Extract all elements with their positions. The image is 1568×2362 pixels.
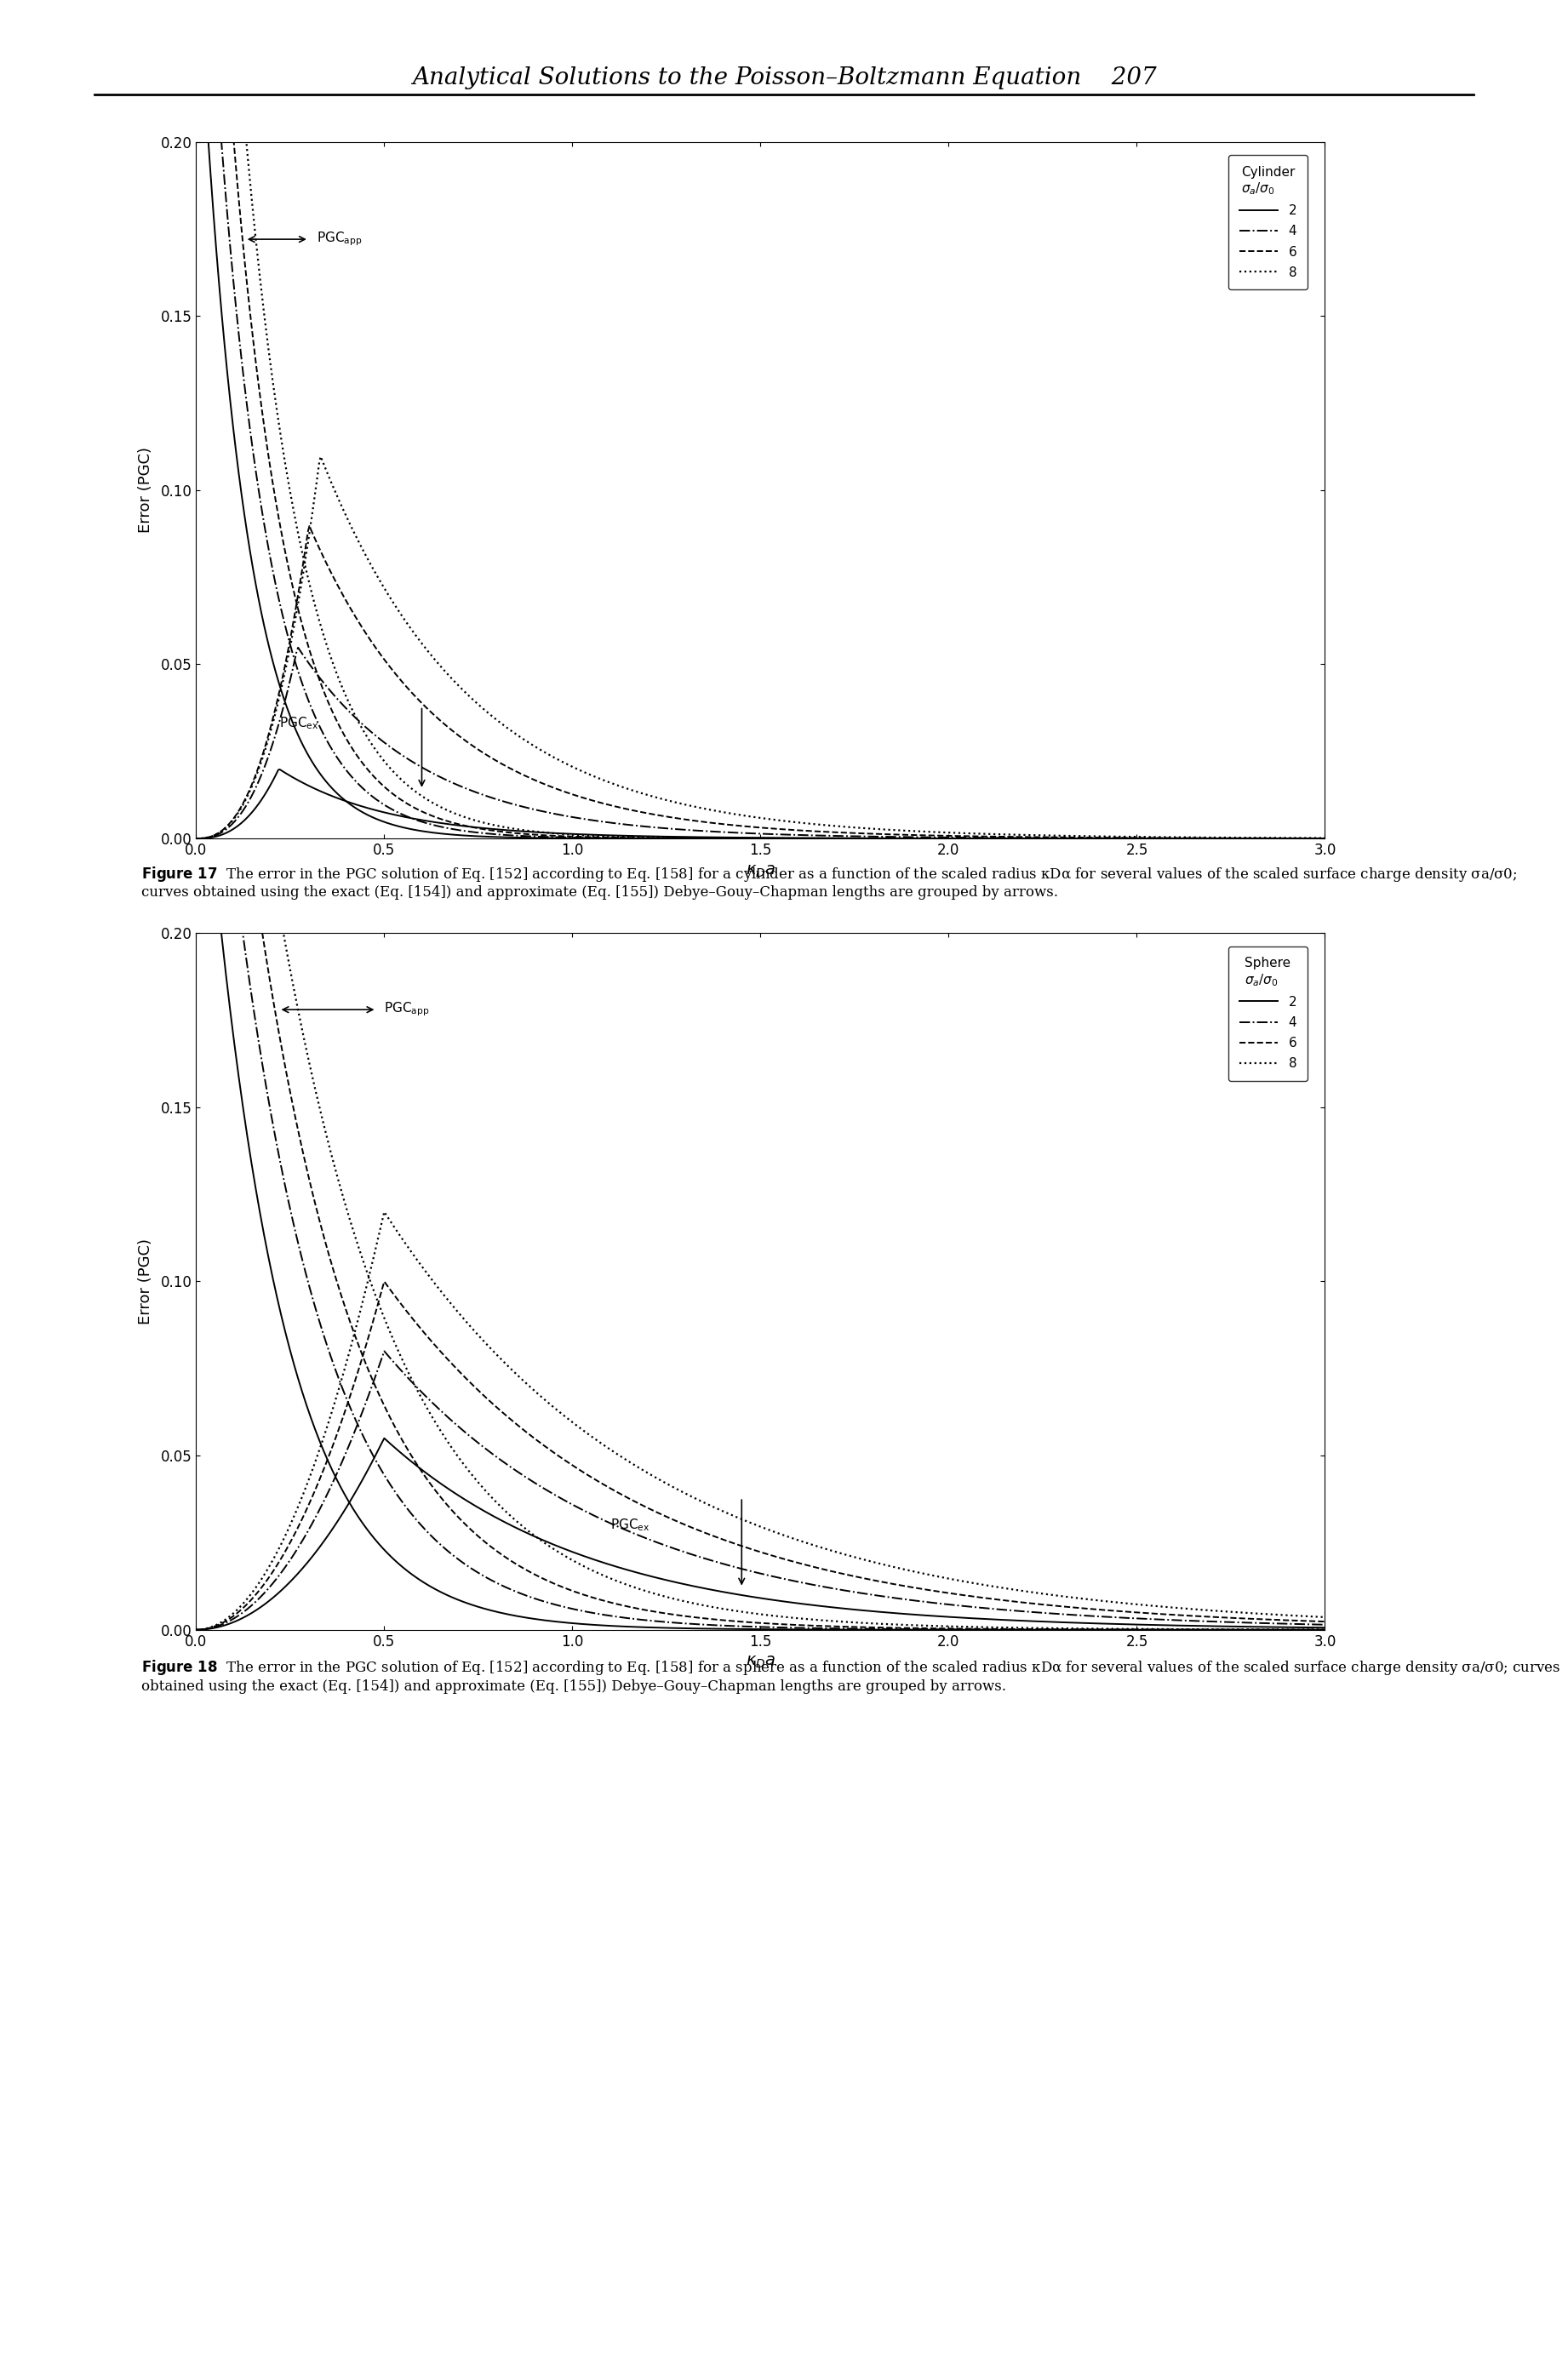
- X-axis label: $\kappa_D a$: $\kappa_D a$: [745, 1653, 776, 1670]
- Legend: 2, 4, 6, 8: 2, 4, 6, 8: [1229, 156, 1308, 288]
- Text: PGC$_{\mathregular{ex}}$: PGC$_{\mathregular{ex}}$: [279, 716, 318, 732]
- Text: PGC$_{\mathregular{app}}$: PGC$_{\mathregular{app}}$: [384, 1001, 430, 1018]
- Text: PGC$_{\mathregular{app}}$: PGC$_{\mathregular{app}}$: [317, 231, 362, 248]
- Text: $\bf{Figure\ 18}$  The error in the PGC solution of Eq. [152] according to Eq. [: $\bf{Figure\ 18}$ The error in the PGC s…: [141, 1658, 1560, 1694]
- Text: Analytical Solutions to the Poisson–Boltzmann Equation    207: Analytical Solutions to the Poisson–Bolt…: [412, 66, 1156, 90]
- X-axis label: $\kappa_D a$: $\kappa_D a$: [745, 862, 776, 879]
- Legend: 2, 4, 6, 8: 2, 4, 6, 8: [1229, 947, 1308, 1079]
- Text: $\bf{Figure\ 17}$  The error in the PGC solution of Eq. [152] according to Eq. [: $\bf{Figure\ 17}$ The error in the PGC s…: [141, 864, 1518, 900]
- Text: PGC$_{\mathregular{ex}}$: PGC$_{\mathregular{ex}}$: [610, 1516, 649, 1533]
- Y-axis label: Error (PGC): Error (PGC): [138, 446, 154, 534]
- Y-axis label: Error (PGC): Error (PGC): [138, 1238, 154, 1325]
